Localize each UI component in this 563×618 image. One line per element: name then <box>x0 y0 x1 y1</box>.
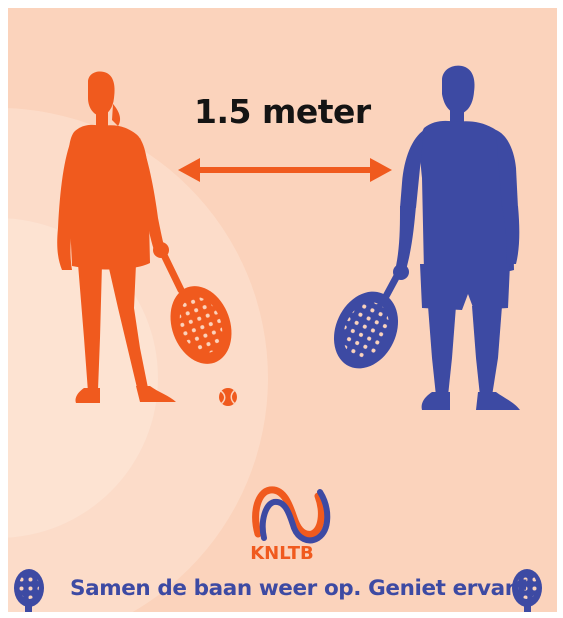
padel-racket-left-icon <box>14 569 44 612</box>
woman-player-icon <box>57 71 232 403</box>
double-arrow-icon <box>178 158 392 182</box>
knltb-logo-icon <box>252 486 331 544</box>
padel-racket-right-icon <box>512 569 542 612</box>
tennis-ball-icon <box>219 388 237 406</box>
brand-name: KNLTB <box>250 543 314 564</box>
poster: 1.5 meter KNLTB Samen de baan weer op. G… <box>8 8 557 612</box>
poster-artwork <box>8 65 542 612</box>
man-player-icon <box>333 65 520 410</box>
distance-label: 1.5 meter <box>194 92 371 131</box>
tagline: Samen de baan weer op. Geniet ervan! <box>70 576 530 601</box>
